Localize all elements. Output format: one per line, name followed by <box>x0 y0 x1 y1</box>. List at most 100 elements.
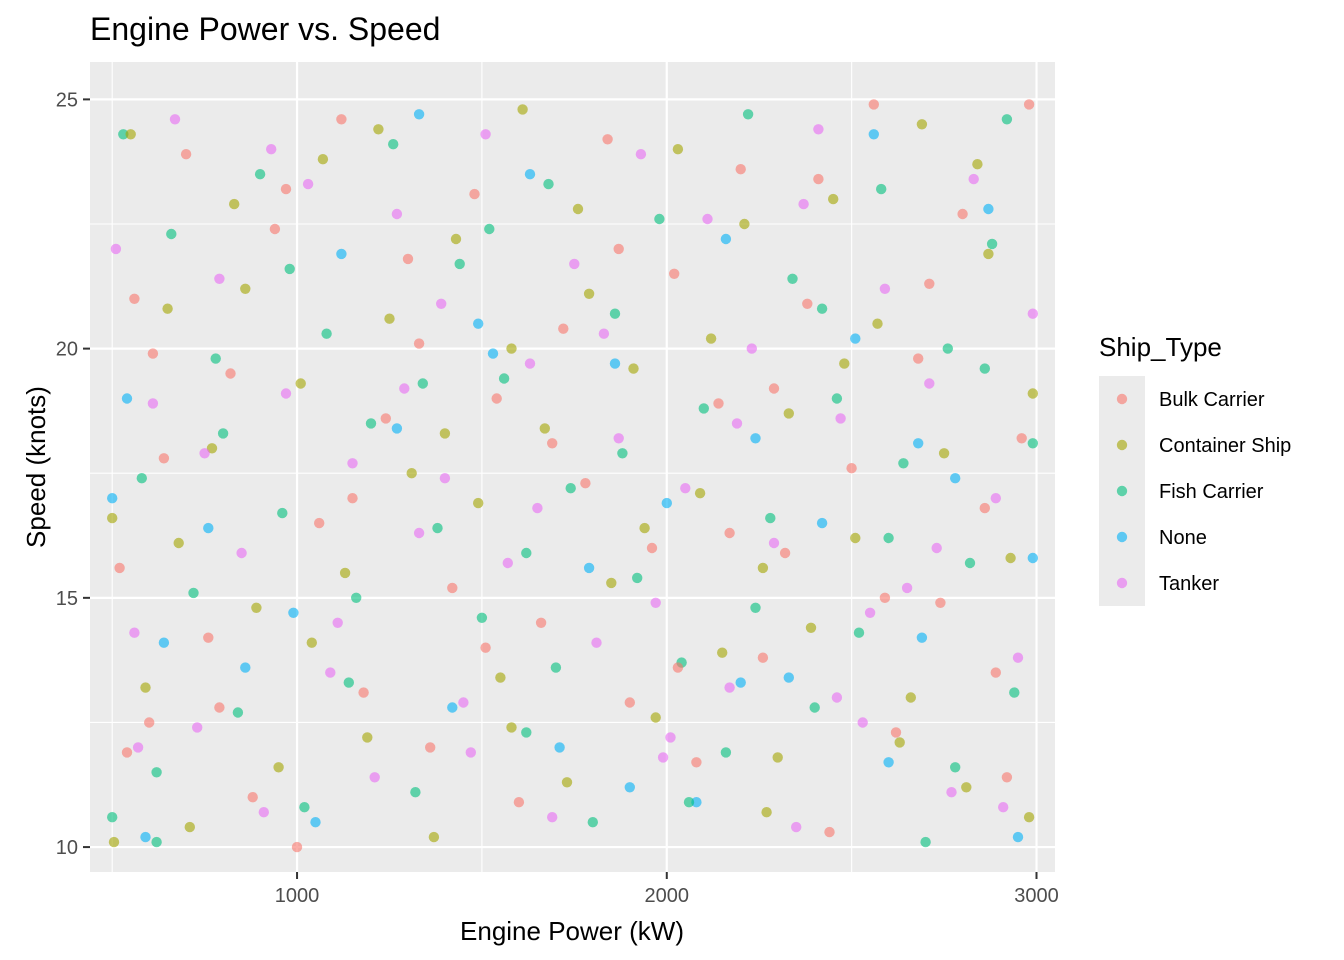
data-point-fish-carrier <box>188 587 199 599</box>
data-point-fish-carrier <box>210 353 221 364</box>
data-point-container-ship <box>384 313 395 324</box>
data-point-tanker <box>524 358 536 369</box>
data-point-fish-carrier <box>698 403 709 414</box>
data-point-bulk-carrier <box>813 173 824 185</box>
data-point-container-ship <box>705 333 717 344</box>
data-point-fish-carrier <box>750 602 761 613</box>
legend-key-container-ship <box>1116 439 1128 451</box>
data-point-bulk-carrier <box>979 502 990 514</box>
data-point-tanker <box>998 802 1009 813</box>
data-point-bulk-carrier <box>757 652 769 663</box>
data-point-fish-carrier <box>986 238 998 250</box>
data-point-tanker <box>129 627 140 638</box>
data-point-bulk-carrier <box>1023 99 1035 110</box>
legend-key-tanker <box>1116 577 1128 589</box>
data-point-bulk-carrier <box>469 188 480 200</box>
data-point-fish-carrier <box>454 258 465 270</box>
data-point-none <box>288 607 299 618</box>
data-point-bulk-carrier <box>713 398 724 409</box>
legend-label: Fish Carrier <box>1159 481 1264 503</box>
data-point-bulk-carrier <box>935 597 946 608</box>
data-point-container-ship <box>894 737 905 748</box>
data-point-container-ship <box>184 821 195 833</box>
data-point-bulk-carrier <box>147 348 159 359</box>
data-point-tanker <box>901 582 913 594</box>
data-point-tanker <box>391 208 403 220</box>
data-point-tanker <box>931 542 942 554</box>
data-point-fish-carrier <box>609 308 621 319</box>
data-point-fish-carrier <box>321 328 332 339</box>
data-point-bulk-carrier <box>535 617 547 628</box>
data-point-none <box>883 757 894 768</box>
data-point-container-ship <box>717 647 728 658</box>
data-point-tanker <box>302 178 314 190</box>
data-point-tanker <box>266 144 277 155</box>
data-point-none <box>203 522 214 534</box>
data-point-container-ship <box>240 283 251 294</box>
data-point-none <box>720 233 732 245</box>
data-point-tanker <box>768 537 780 549</box>
data-point-tanker <box>436 298 447 309</box>
data-point-bulk-carrier <box>247 792 258 803</box>
data-point-fish-carrier <box>521 547 532 559</box>
data-point-fish-carrier <box>118 129 129 140</box>
data-point-tanker <box>192 722 203 733</box>
data-point-fish-carrier <box>920 836 931 848</box>
data-point-none <box>950 473 961 484</box>
data-point-container-ship <box>473 497 484 509</box>
data-point-fish-carrier <box>1009 687 1020 698</box>
data-point-none <box>913 438 924 449</box>
data-point-tanker <box>439 473 451 484</box>
data-point-container-ship <box>572 203 584 215</box>
data-point-container-ship <box>517 104 528 115</box>
y-axis-title: Speed (knots) <box>21 386 51 548</box>
data-point-none <box>916 632 928 643</box>
data-point-none <box>554 742 565 753</box>
data-point-fish-carrier <box>417 378 428 389</box>
data-point-tanker <box>480 129 491 140</box>
data-point-tanker <box>946 787 957 798</box>
data-point-container-ship <box>439 428 451 439</box>
data-point-none <box>391 423 403 434</box>
data-point-bulk-carrier <box>225 368 236 379</box>
data-point-container-ship <box>961 782 972 793</box>
data-point-container-ship <box>905 692 916 703</box>
data-point-fish-carrier <box>299 802 310 813</box>
data-point-tanker <box>199 448 210 459</box>
data-point-container-ship <box>761 807 772 818</box>
data-point-none <box>868 129 879 140</box>
data-point-container-ship <box>783 408 794 419</box>
data-point-bulk-carrier <box>513 797 525 808</box>
data-point-bulk-carrier <box>646 542 658 554</box>
data-point-tanker <box>465 747 476 758</box>
data-point-tanker <box>857 717 868 728</box>
data-point-container-ship <box>506 722 517 733</box>
data-point-bulk-carrier <box>846 463 857 474</box>
data-point-none <box>447 702 458 713</box>
data-point-tanker <box>924 378 935 389</box>
data-point-container-ship <box>206 443 218 454</box>
data-point-tanker <box>598 328 610 339</box>
data-point-bulk-carrier <box>144 717 155 728</box>
y-tick-label: 25 <box>56 89 78 111</box>
data-point-fish-carrier <box>565 483 576 494</box>
data-point-fish-carrier <box>277 507 288 519</box>
data-point-container-ship <box>850 532 861 544</box>
data-point-container-ship <box>406 468 417 479</box>
data-point-none <box>850 333 861 344</box>
data-point-bulk-carrier <box>129 293 140 304</box>
y-tick-label: 20 <box>56 339 78 361</box>
data-point-container-ship <box>561 777 573 788</box>
data-point-container-ship <box>339 567 351 579</box>
data-point-fish-carrier <box>284 263 295 275</box>
data-point-bulk-carrier <box>347 493 358 504</box>
x-tick-label: 1000 <box>275 885 320 907</box>
y-tick-label: 10 <box>56 837 78 859</box>
data-point-tanker <box>147 398 159 409</box>
data-point-none <box>583 562 595 574</box>
data-point-bulk-carrier <box>1016 433 1027 444</box>
data-point-container-ship <box>506 343 517 354</box>
data-point-tanker <box>798 198 809 210</box>
data-point-tanker <box>347 458 358 469</box>
